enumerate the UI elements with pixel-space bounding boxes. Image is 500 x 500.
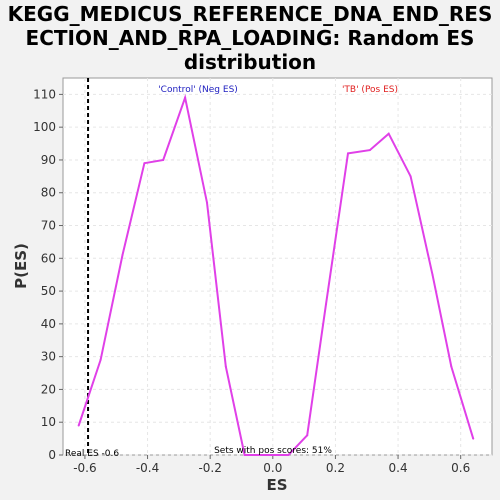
x-tick-label: -0.6 (73, 461, 96, 475)
y-tick-label: 70 (41, 219, 56, 233)
x-axis-title: ES (266, 476, 287, 494)
data-point (325, 303, 328, 306)
data-point (306, 434, 309, 437)
data-point (368, 149, 371, 152)
y-tick-label: 110 (33, 87, 56, 101)
data-point (431, 273, 434, 276)
plot-area (62, 77, 493, 456)
y-tick-label: 100 (33, 120, 56, 134)
y-axis-ticks: 0 10 20 30 40 50 60 70 80 90 100 110 (33, 87, 63, 462)
control-label: 'Control' (Neg ES) (158, 85, 238, 95)
data-point (143, 162, 146, 165)
chart-title-line-2: ECTION_AND_RPA_LOADING: Random ES (25, 26, 475, 50)
data-point (121, 254, 124, 257)
x-tick-label: -0.4 (136, 461, 159, 475)
y-tick-label: 0 (48, 448, 56, 462)
x-tick-label: 0.4 (389, 461, 408, 475)
data-point (265, 454, 268, 456)
chart-title: KEGG_MEDICUS_REFERENCE_DNA_END_RES ECTIO… (0, 2, 500, 74)
y-tick-label: 40 (41, 317, 56, 331)
data-point (206, 201, 209, 204)
x-tick-label: -0.2 (198, 461, 221, 475)
x-tick-label: 0.2 (326, 461, 345, 475)
x-axis-ticks: -0.6 -0.4 -0.2 0.0 0.2 0.4 0.6 (73, 455, 470, 475)
data-point (162, 158, 165, 161)
data-point (450, 365, 453, 368)
x-tick-label: 0.0 (263, 461, 282, 475)
chart-title-line-1: KEGG_MEDICUS_REFERENCE_DNA_END_RES (7, 2, 493, 26)
data-point (287, 454, 290, 456)
tb-label: 'TB' (Pos ES) (342, 85, 398, 95)
series-group (77, 93, 475, 456)
data-point (472, 437, 475, 440)
data-point (184, 96, 187, 99)
y-tick-label: 90 (41, 153, 56, 167)
x-tick-label: 0.6 (451, 461, 470, 475)
y-tick-label: 80 (41, 186, 56, 200)
y-tick-label: 10 (41, 415, 56, 429)
chart-title-line-3: distribution (183, 50, 317, 74)
pos-scores-label: Sets with pos scores: 51% (214, 446, 332, 456)
real-es-label: Real ES -0.6 (65, 449, 119, 459)
data-point (409, 175, 412, 178)
y-tick-label: 60 (41, 251, 56, 265)
grid (63, 78, 492, 456)
y-tick-label: 20 (41, 382, 56, 396)
y-tick-label: 30 (41, 350, 56, 364)
data-point (77, 424, 80, 427)
data-point (243, 454, 246, 456)
data-point (99, 358, 102, 361)
y-tick-label: 50 (41, 284, 56, 298)
data-point (224, 365, 227, 368)
data-point (387, 132, 390, 135)
series-line-0 (77, 93, 475, 456)
y-axis-title: P(ES) (12, 243, 30, 289)
data-point (346, 152, 349, 155)
